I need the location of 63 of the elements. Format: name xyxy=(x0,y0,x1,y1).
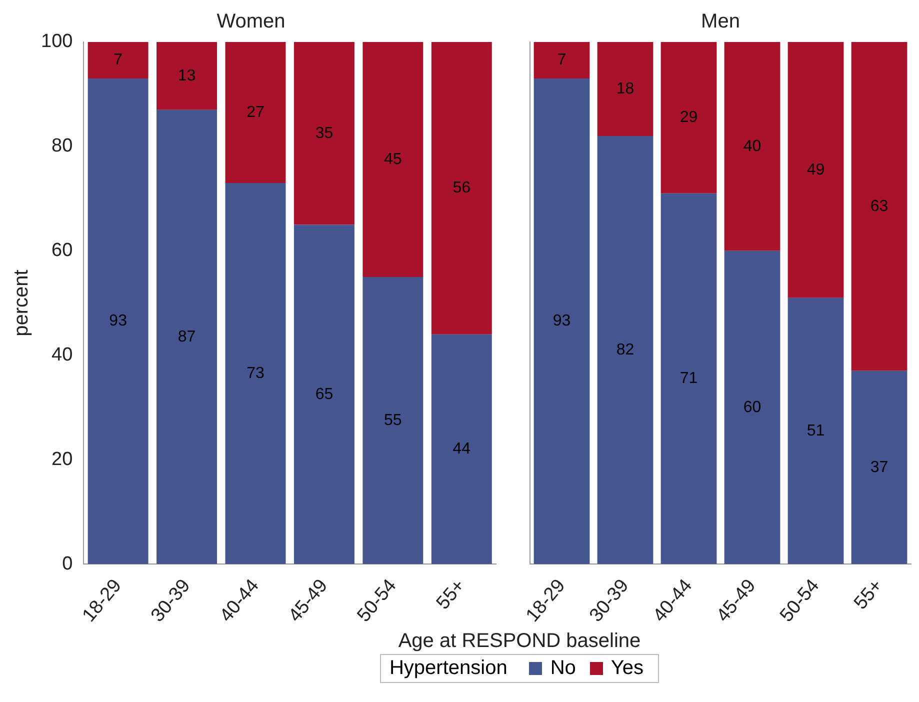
data-label: 45 xyxy=(384,150,402,168)
x-axis-title: Age at RESPOND baseline xyxy=(397,630,642,654)
bar xyxy=(597,42,654,136)
bar xyxy=(362,42,424,277)
data-label: 63 xyxy=(870,198,888,215)
x-tick-label: 55+ xyxy=(432,576,470,614)
bar xyxy=(431,334,492,564)
data-label: 44 xyxy=(452,440,471,458)
bar xyxy=(597,136,654,564)
data-label: 35 xyxy=(315,124,334,142)
bar xyxy=(851,370,908,564)
bar xyxy=(294,224,354,564)
y-tick-label: 0 xyxy=(62,553,73,574)
bar xyxy=(156,110,218,564)
data-label: 60 xyxy=(743,398,762,416)
y-tick-label: 40 xyxy=(52,344,73,366)
data-label: 93 xyxy=(109,312,128,330)
legend-title: Hypertension xyxy=(389,657,508,680)
bar xyxy=(851,42,908,371)
y-axis-title: percent xyxy=(10,269,33,336)
data-label: 82 xyxy=(616,341,634,358)
data-label: 27 xyxy=(246,104,264,121)
chart-title: Women xyxy=(216,10,286,33)
bar xyxy=(225,42,286,183)
bar xyxy=(660,42,717,194)
bar xyxy=(156,42,218,110)
data-label: 37 xyxy=(870,458,888,476)
y-tick-label: 20 xyxy=(52,448,73,470)
data-label: 13 xyxy=(178,67,196,84)
data-label: 93 xyxy=(552,312,571,330)
data-label: 51 xyxy=(806,422,825,440)
legend-label: Yes xyxy=(610,657,644,680)
data-label: 71 xyxy=(680,370,698,388)
bar xyxy=(534,42,590,79)
bar xyxy=(788,42,844,298)
data-label: 55 xyxy=(384,412,402,429)
y-tick-label: 80 xyxy=(52,136,73,157)
chart-title: Men xyxy=(701,10,740,33)
data-label: 56 xyxy=(452,180,471,197)
data-label: 7 xyxy=(557,52,566,69)
bar xyxy=(724,42,780,251)
bar xyxy=(225,182,286,564)
bar xyxy=(534,78,590,564)
y-tick-label: 60 xyxy=(52,240,73,262)
data-label: 18 xyxy=(616,80,634,98)
data-label: 29 xyxy=(680,109,698,126)
legend-label: No xyxy=(550,657,576,680)
bar xyxy=(431,42,492,334)
y-tick-label: 100 xyxy=(41,31,73,52)
bar xyxy=(88,78,148,564)
bar xyxy=(88,42,148,79)
data-label: 87 xyxy=(178,328,196,346)
bar xyxy=(294,42,354,225)
bar xyxy=(724,250,780,564)
data-label: 65 xyxy=(315,386,334,403)
x-tick-label: 55+ xyxy=(850,576,888,614)
bar xyxy=(362,276,424,564)
data-label: 73 xyxy=(246,364,264,382)
data-label: 49 xyxy=(806,161,825,178)
data-label: 7 xyxy=(114,52,123,69)
bar xyxy=(788,298,844,564)
bar xyxy=(660,193,717,564)
data-label: 40 xyxy=(743,138,762,155)
